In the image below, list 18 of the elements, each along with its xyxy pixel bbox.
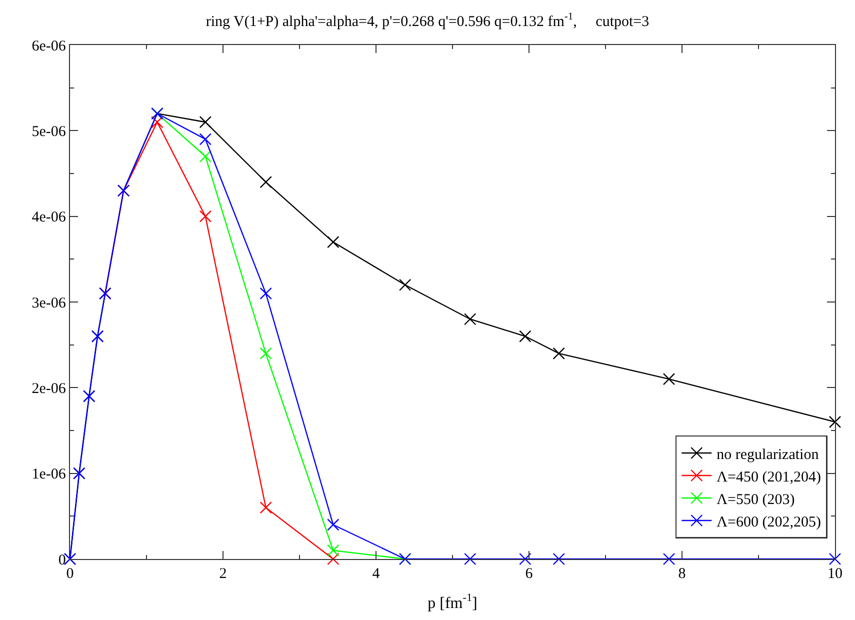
chart-title: ring V(1+P) alpha'=alpha=4, p'=0.268 q'=0.596 q=0.132 fm$^{-1}$, cutpot=3	[206, 12, 650, 30]
x-tick-label: 8	[678, 566, 686, 582]
y-tick-label: 3e-06	[32, 295, 66, 312]
legend-label: Λ=450 (201,204)	[716, 469, 821, 486]
y-tick-label: 4e-06	[32, 210, 66, 226]
x-tick-label: 10	[828, 566, 842, 582]
x-tick-label: 6	[525, 566, 534, 582]
x-tick-label: 4	[372, 566, 380, 582]
y-tick-label: 0	[58, 552, 66, 568]
legend-label: no regularization	[716, 446, 820, 463]
y-tick-label: 6e-06	[32, 38, 66, 54]
legend-label: Λ=600 (202,205)	[716, 514, 821, 530]
y-tick-label: 2e-06	[32, 380, 66, 397]
y-tick-label: 1e-06	[32, 466, 66, 483]
legend-label: Λ=550 (203)	[716, 492, 795, 508]
x-tick-label: 2	[219, 566, 227, 582]
x-axis-title: p [fm$^{-1}$]	[428, 592, 478, 612]
y-tick-label: 5e-06	[32, 124, 66, 140]
